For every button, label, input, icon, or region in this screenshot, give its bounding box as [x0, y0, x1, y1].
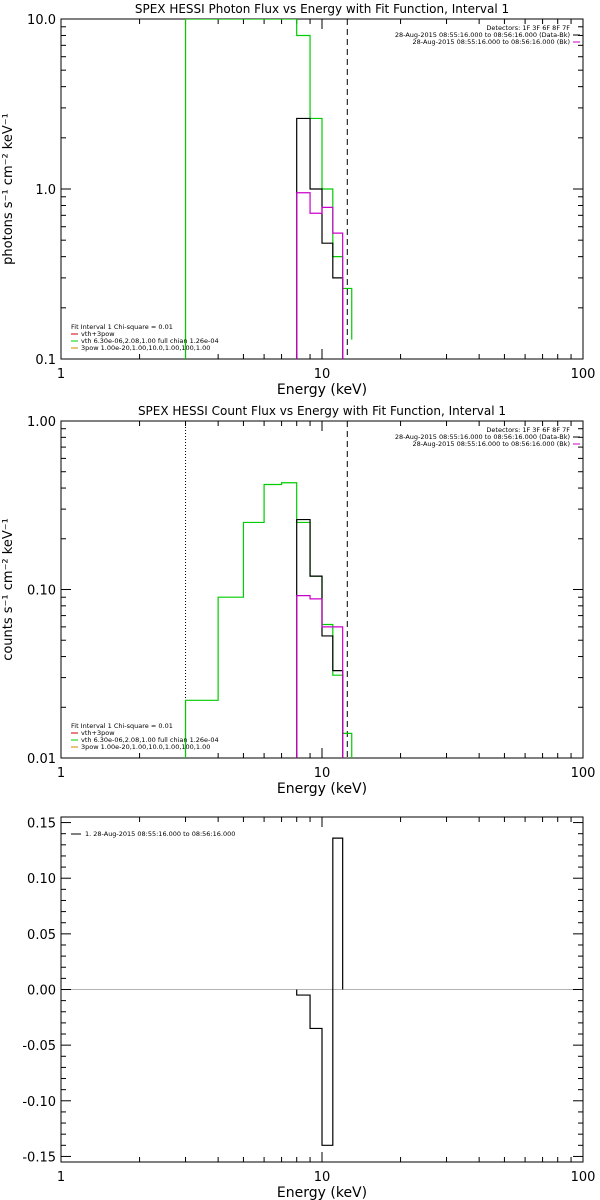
- chart-panel-2: 1 10 100 0.01 0.10 1.00 SPEX HESSI Count Flux …: [1, 404, 595, 797]
- series-1: [296, 837, 344, 1146]
- legend-text: 28-Aug-2015 08:55:16.000 to 08:56:16.000…: [413, 440, 570, 448]
- legend-text: Detectors: 1F 3F 6F 8F 7F: [486, 426, 570, 434]
- fit-info-title: Fit Interval 1 Chi-square = 0.01: [71, 722, 173, 730]
- plot-area: [184, 19, 353, 359]
- y-tick-label: 0.15: [27, 817, 56, 832]
- y-tick-label: 1.0: [35, 183, 56, 198]
- x-axis-label: Energy (keV): [277, 1185, 367, 1200]
- x-tick-label: 10: [314, 766, 331, 781]
- y-tick-label: 0.01: [27, 752, 56, 767]
- y-axis-label: photons s⁻¹ cm⁻² keV⁻¹: [1, 113, 16, 265]
- y-tick-label: 10.0: [27, 13, 56, 28]
- chart-title: SPEX HESSI Count Flux vs Energy with Fit…: [138, 404, 506, 418]
- chart-panel-1: 1 10 100 0.1 1.0 10.0 SPEX HESSI Photon Flux v…: [1, 2, 596, 398]
- y-tick-label: 0.00: [27, 984, 56, 999]
- fit-info-line: 3pow 1.00e-20,1.00,10.0,1.00,100,1.00: [81, 344, 210, 352]
- series-3: [296, 192, 344, 359]
- series-line: [296, 518, 344, 758]
- series-line: [296, 192, 344, 359]
- chart-panel-3: 1 10 100 -0.15 -0.10 -0.05 0.00 0.05 0.10 0.15 Ene…: [22, 816, 596, 1200]
- series-1: [184, 482, 353, 758]
- y-tick-label: 0.10: [27, 584, 56, 599]
- series-line: [296, 837, 344, 1146]
- series-3: [296, 595, 344, 758]
- series-2: [296, 518, 344, 758]
- x-tick-label: 10: [314, 1170, 331, 1185]
- legend-text: 28-Aug-2015 08:55:16.000 to 08:56:16.000…: [395, 31, 570, 39]
- x-axis-label: Energy (keV): [277, 781, 367, 797]
- x-tick-label: 10: [314, 367, 331, 382]
- plot-area: [61, 837, 583, 1146]
- x-tick-label: 100: [571, 766, 596, 781]
- y-tick-label: 0.10: [27, 872, 56, 887]
- fit-info-line: vth+3pow: [81, 330, 115, 338]
- fit-info-line: vth 6.30e-06,2.08,1.00 full chian 1.26e-…: [81, 736, 219, 744]
- fit-info-line: vth 6.30e-06,2.08,1.00 full chian 1.26e-…: [81, 337, 219, 345]
- fit-info-line: vth+3pow: [81, 729, 115, 737]
- y-tick-label: 0.1: [35, 353, 56, 368]
- series-line: [184, 482, 353, 758]
- series-line: [184, 19, 353, 359]
- x-tick-label: 100: [571, 367, 596, 382]
- x-tick-label: 1: [57, 367, 65, 382]
- legend-text: 28-Aug-2015 08:55:16.000 to 08:56:16.000…: [413, 38, 570, 46]
- legend-text: 1. 28-Aug-2015 08:55:16.000 to 08:56:16.…: [85, 830, 235, 838]
- series-line: [296, 595, 344, 758]
- x-tick-label: 1: [57, 1170, 65, 1185]
- fit-info-line: 3pow 1.00e-20,1.00,10.0,1.00,100,1.00: [81, 743, 210, 751]
- fit-info-title: Fit Interval 1 Chi-square = 0.01: [71, 323, 173, 331]
- legend-text: Detectors: 1F 3F 6F 8F 7F: [486, 24, 570, 32]
- y-tick-label: 1.00: [27, 415, 56, 430]
- plot-area: [184, 421, 353, 758]
- series-line: [296, 117, 344, 359]
- y-tick-label: -0.10: [22, 1095, 56, 1110]
- y-tick-label: 0.05: [27, 928, 56, 943]
- x-tick-label: 1: [57, 766, 65, 781]
- chart-title: SPEX HESSI Photon Flux vs Energy with Fi…: [135, 2, 509, 16]
- y-tick-label: -0.15: [22, 1150, 56, 1165]
- x-tick-label: 100: [571, 1170, 596, 1185]
- legend-text: 28-Aug-2015 08:55:16.000 to 08:56:16.000…: [395, 433, 570, 441]
- x-axis-label: Energy (keV): [277, 382, 367, 398]
- y-axis-label: counts s⁻¹ cm⁻² keV⁻¹: [1, 518, 16, 661]
- series-2: [296, 117, 344, 359]
- y-tick-label: -0.05: [22, 1039, 56, 1054]
